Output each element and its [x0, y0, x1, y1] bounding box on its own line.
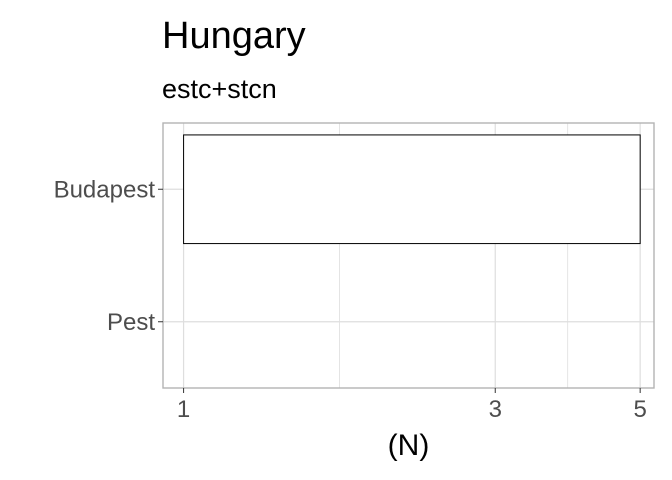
x-axis-title: (N)	[388, 429, 430, 462]
bar-layer	[183, 134, 641, 245]
y-tick-label: Budapest	[54, 176, 156, 203]
chart-subtitle: estc+stcn	[162, 74, 277, 104]
bar-budapest	[183, 134, 641, 245]
x-tick-label: 1	[177, 396, 190, 423]
chart-title: Hungary	[162, 15, 306, 57]
x-axis: 1 3 5	[177, 388, 647, 423]
x-tick-label: 5	[633, 396, 646, 423]
y-tick-label: Pest	[107, 309, 155, 336]
x-tick-label: 3	[489, 396, 502, 423]
y-axis: Budapest Pest	[54, 176, 163, 336]
plot-panel	[162, 122, 655, 389]
panel-border	[162, 122, 655, 389]
